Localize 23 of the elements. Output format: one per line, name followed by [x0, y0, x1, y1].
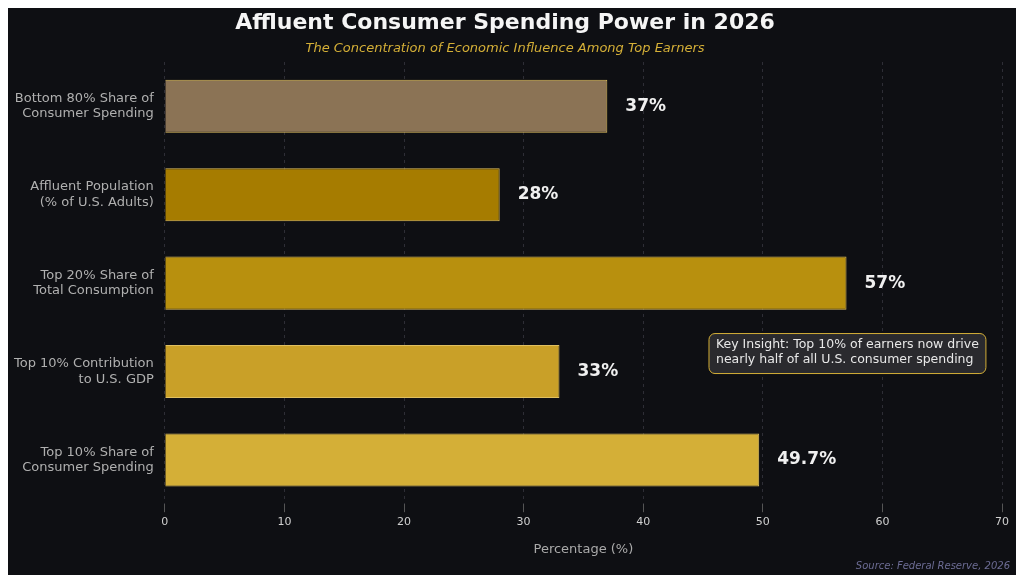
x-tick-label: 0 [161, 514, 169, 528]
x-tick-label: 60 [875, 514, 890, 528]
x-tick-label: 10 [277, 514, 292, 528]
y-tick-label: Top 10% Share of Consumer Spending [22, 443, 155, 475]
data-label: 57% [864, 271, 906, 292]
y-tick-label: Top 20% Share of Total Consumption [32, 266, 155, 298]
source-note: Source: Federal Reserve, 2026 [855, 559, 1010, 571]
x-tick-label: 20 [397, 514, 412, 528]
x-tick-label: 70 [995, 514, 1009, 528]
data-label: 49.7% [777, 448, 837, 469]
x-tick-label: 40 [636, 514, 651, 528]
chart-title: Affluent Consumer Spending Power in 2026 [235, 8, 775, 34]
x-tick-label: 50 [755, 514, 770, 528]
data-label: 33% [577, 359, 619, 380]
chart-subtitle: The Concentration of Economic Influence Among Top Earners [305, 39, 705, 55]
annotation: Key Insight: Top 10% of earners now drive nearly half of all U.S. consumer spending [715, 336, 980, 367]
x-tick-label: 30 [516, 514, 531, 528]
y-tick-label: Affluent Population (% of U.S. Adults) [30, 178, 154, 209]
x-axis-title: Percentage (%) [533, 540, 634, 556]
data-label: 37% [625, 94, 667, 115]
y-tick-label: Top 10% Contribution to U.S. GDP [12, 355, 154, 386]
y-tick-label: Bottom 80% Share of Consumer Spending [14, 89, 155, 121]
data-label: 28% [517, 183, 559, 204]
